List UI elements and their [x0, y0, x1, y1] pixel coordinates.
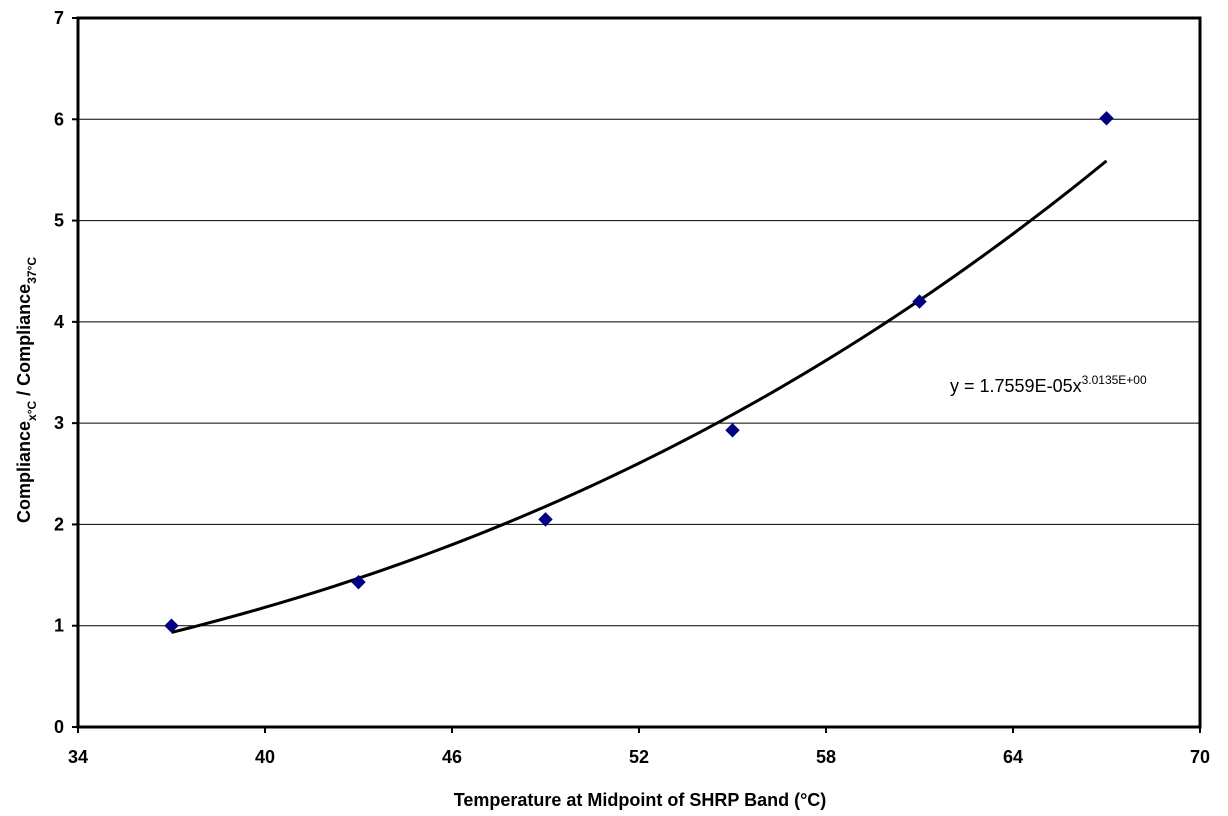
y-axis-title-base2: Compliance	[14, 284, 34, 386]
y-tick-label: 7	[54, 8, 64, 28]
data-point	[538, 512, 553, 527]
x-tick-label: 52	[629, 747, 649, 767]
trendline-equation-exponent: 3.0135E+00	[1082, 373, 1147, 387]
y-tick-label: 3	[54, 413, 64, 433]
gridlines	[78, 118, 1200, 627]
y-axis-title: Compliancex°C / Compliance37°C	[14, 257, 39, 523]
data-point	[351, 574, 366, 590]
y-tick-label: 4	[54, 312, 64, 332]
x-axis-title: Temperature at Midpoint of SHRP Band (°C…	[454, 790, 827, 810]
y-axis-title-base1: Compliance	[14, 421, 34, 523]
x-tick-label: 70	[1190, 747, 1210, 767]
y-axis-title-sub2: 37°C	[25, 257, 39, 284]
y-axis-ticks: 0 1 2 3 4 5 6 7	[54, 8, 78, 737]
x-tick-label: 46	[442, 747, 462, 767]
x-tick-label: 64	[1003, 747, 1023, 767]
y-tick-label: 6	[54, 109, 64, 129]
x-tick-label: 34	[68, 747, 88, 767]
trendline-equation: y = 1.7559E-05x3.0135E+00	[950, 373, 1147, 396]
data-point	[1099, 111, 1114, 126]
x-axis-ticks: 34 40 46 52 58 64 70	[68, 727, 1210, 767]
trendline	[171, 159, 1108, 634]
x-tick-label: 58	[816, 747, 836, 767]
y-tick-label: 1	[54, 616, 64, 636]
y-axis-title-separator: /	[14, 386, 34, 401]
data-point	[164, 618, 179, 633]
y-tick-label: 0	[54, 717, 64, 737]
y-axis-title-sub1: x°C	[25, 401, 39, 421]
y-tick-label: 2	[54, 514, 64, 534]
trendline-equation-base: y = 1.7559E-05x	[950, 376, 1082, 396]
data-point	[725, 423, 740, 438]
data-points	[164, 111, 1114, 633]
data-point	[912, 294, 927, 309]
x-tick-label: 40	[255, 747, 275, 767]
y-tick-label: 5	[54, 211, 64, 231]
